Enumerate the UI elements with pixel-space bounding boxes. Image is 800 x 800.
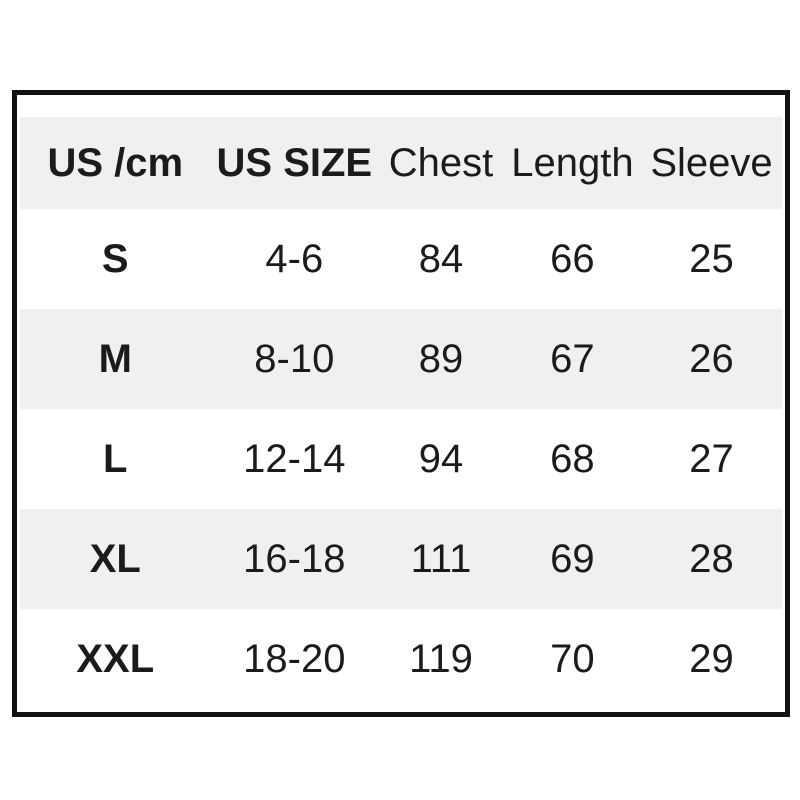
us-size-value: 18-20	[243, 637, 346, 681]
length-value: 67	[550, 337, 595, 381]
header-cell-chest: Chest	[388, 141, 494, 185]
header-cell-sleeve: Sleeve	[650, 141, 773, 185]
length-value: 68	[550, 437, 595, 481]
sleeve-value: 27	[689, 437, 734, 481]
length-value: 69	[550, 537, 595, 581]
header-cell-length: Length	[511, 141, 634, 185]
sleeve-value: 28	[689, 537, 734, 581]
table-row-xxl: XXL 18-20 119 70 29	[20, 609, 782, 709]
us-size-value: 8-10	[254, 337, 335, 381]
header-cell-us-size: US SIZE	[216, 141, 373, 185]
length-value: 70	[550, 637, 595, 681]
table-row-s: S 4-6 84 66 25	[20, 209, 782, 309]
table-row-xl: XL 16-18 111 69 28	[20, 509, 782, 609]
size-label: XL	[89, 537, 141, 581]
table-row-l: L 12-14 94 68 27	[20, 409, 782, 509]
sleeve-value: 29	[689, 637, 734, 681]
us-size-value: 4-6	[265, 237, 324, 281]
chest-value: 119	[409, 637, 473, 681]
chest-value: 94	[418, 437, 464, 481]
sleeve-value: 25	[689, 237, 734, 281]
table-header-row: US /cm US SIZE Chest Length Sleeve	[20, 117, 782, 209]
chest-value: 84	[418, 237, 464, 281]
size-label: XXL	[76, 637, 155, 681]
us-size-value: 16-18	[243, 537, 346, 581]
size-label: S	[101, 237, 129, 281]
size-label: L	[103, 437, 128, 481]
size-chart-table: US /cm US SIZE Chest Length Sleeve S 4-6…	[12, 90, 790, 717]
length-value: 66	[550, 237, 595, 281]
chest-value: 111	[410, 537, 472, 581]
size-label: M	[98, 337, 132, 381]
chest-value: 89	[418, 337, 464, 381]
us-size-value: 12-14	[243, 437, 346, 481]
header-cell-us-cm: US /cm	[47, 141, 184, 185]
sleeve-value: 26	[689, 337, 734, 381]
table-row-m: M 8-10 89 67 26	[20, 309, 782, 409]
